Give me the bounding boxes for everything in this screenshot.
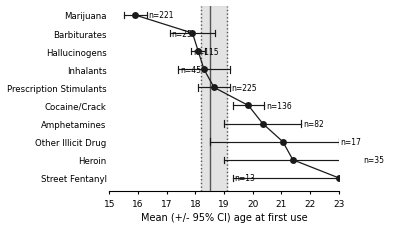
Text: n=82: n=82 [303, 120, 324, 128]
X-axis label: Mean (+/- 95% CI) age at first use: Mean (+/- 95% CI) age at first use [141, 212, 307, 222]
Text: n=136: n=136 [266, 101, 292, 111]
Text: n=225: n=225 [232, 84, 257, 93]
Text: n=25: n=25 [171, 30, 192, 38]
Text: n=13: n=13 [234, 174, 255, 183]
Text: n=45: n=45 [180, 65, 201, 74]
Bar [201, 7, 227, 191]
Text: n=17: n=17 [340, 138, 361, 147]
Text: n=35: n=35 [363, 156, 384, 165]
Text: n=115: n=115 [193, 47, 218, 56]
Text: n=221: n=221 [148, 11, 174, 20]
